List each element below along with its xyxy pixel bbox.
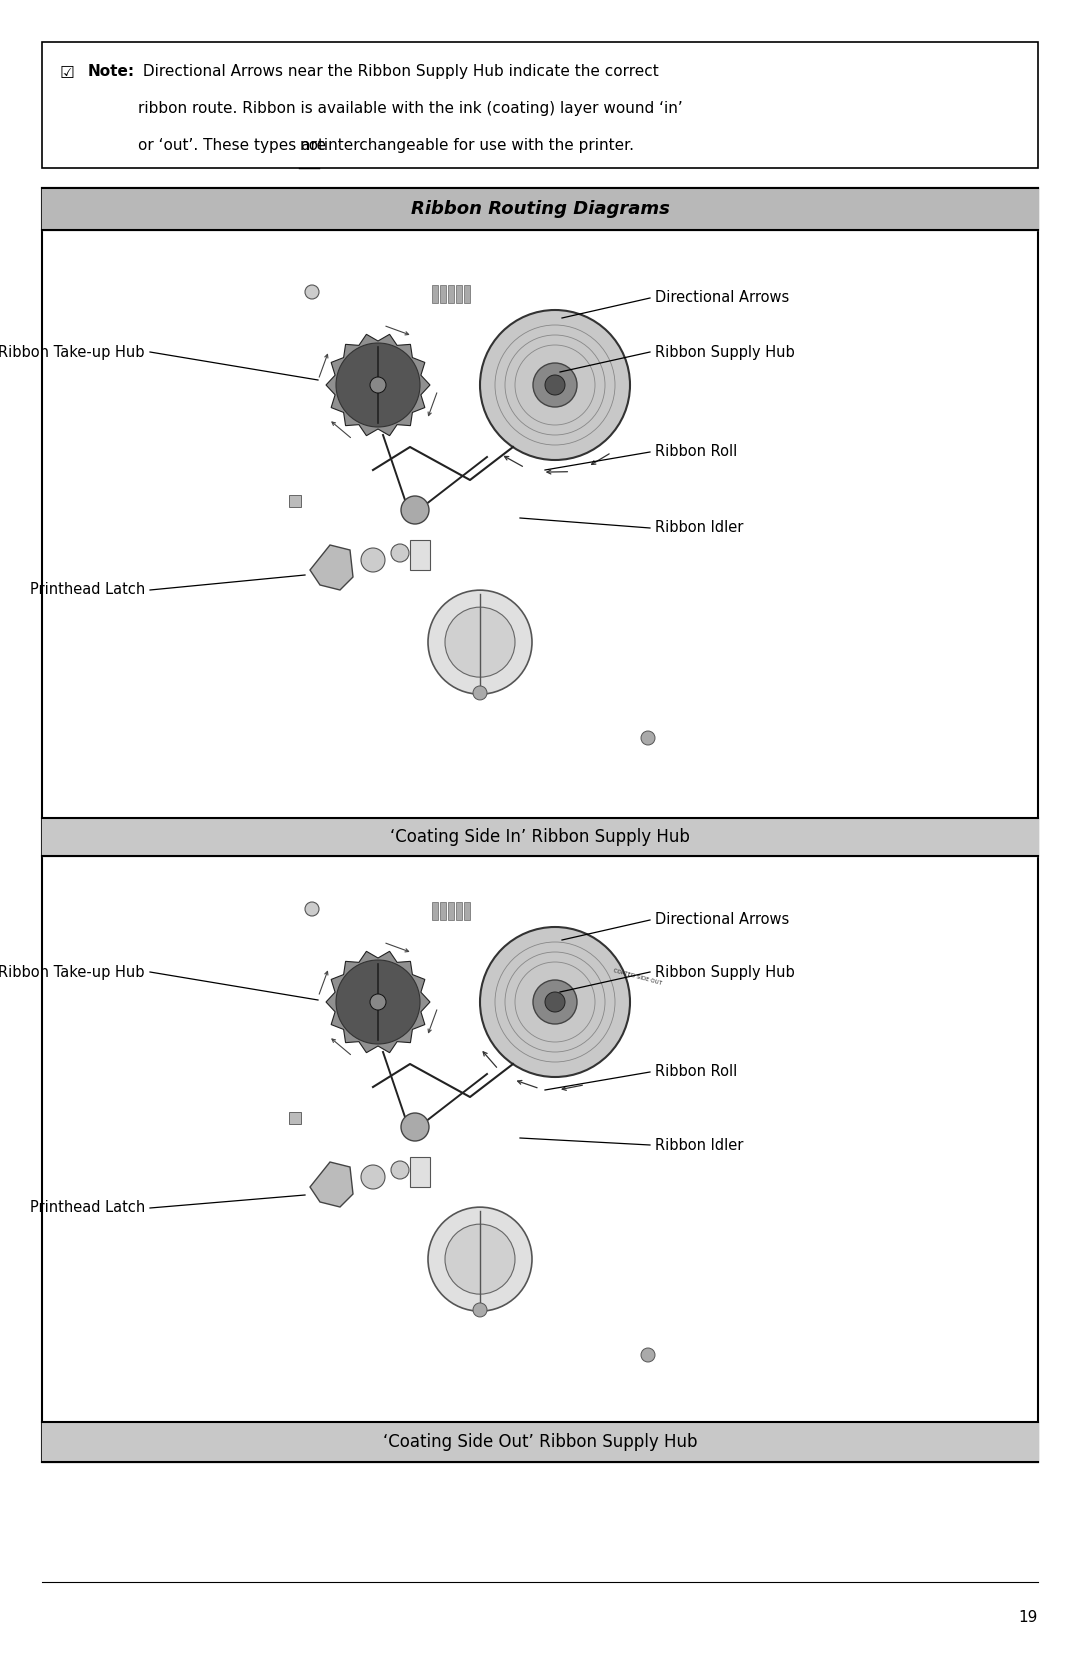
Bar [285, 714, 675, 739]
Bar [42, 42, 1038, 169]
Circle shape [336, 960, 420, 1045]
Text: Note:: Note: [87, 63, 135, 78]
Text: ribbon route. Ribbon is available with the ink (coating) layer wound ‘in’: ribbon route. Ribbon is available with t… [138, 102, 683, 117]
Bar [289, 496, 301, 507]
FancyBboxPatch shape [282, 272, 678, 738]
Bar [285, 1087, 313, 1342]
Text: Printhead Latch: Printhead Latch [30, 582, 145, 598]
Circle shape [428, 1207, 532, 1312]
Circle shape [401, 1113, 429, 1142]
Text: Ribbon Idler: Ribbon Idler [654, 1138, 743, 1153]
Bar [289, 1112, 301, 1123]
Bar [410, 541, 430, 571]
Circle shape [361, 547, 384, 572]
Bar [42, 1422, 1038, 1462]
Bar [432, 285, 438, 304]
Circle shape [445, 608, 515, 678]
Circle shape [391, 544, 409, 562]
Circle shape [642, 1349, 654, 1362]
Text: interchangeable for use with the printer.: interchangeable for use with the printer… [319, 139, 634, 154]
Circle shape [305, 285, 319, 299]
Polygon shape [326, 951, 430, 1053]
Circle shape [480, 310, 630, 461]
Circle shape [545, 991, 565, 1011]
Text: Directional Arrows near the Ribbon Supply Hub indicate the correct: Directional Arrows near the Ribbon Suppl… [138, 63, 659, 78]
Circle shape [480, 926, 630, 1077]
Text: Ribbon Take-up Hub: Ribbon Take-up Hub [0, 965, 145, 980]
Bar [448, 901, 454, 920]
Text: Ribbon Supply Hub: Ribbon Supply Hub [654, 965, 795, 980]
Circle shape [401, 496, 429, 524]
Text: ☑: ☑ [60, 63, 75, 82]
Bar [456, 285, 462, 304]
Bar [285, 1332, 675, 1357]
Circle shape [370, 995, 386, 1010]
Circle shape [428, 591, 532, 694]
Text: Ribbon Supply Hub: Ribbon Supply Hub [654, 344, 795, 359]
Text: Ribbon Take-up Hub: Ribbon Take-up Hub [0, 344, 145, 359]
Circle shape [305, 901, 319, 916]
Circle shape [473, 1303, 487, 1317]
Text: 19: 19 [1018, 1611, 1038, 1626]
Bar [464, 901, 470, 920]
Text: ‘Coating Side In’ Ribbon Supply Hub: ‘Coating Side In’ Ribbon Supply Hub [390, 828, 690, 846]
Text: Ribbon Routing Diagrams: Ribbon Routing Diagrams [410, 200, 670, 219]
Text: COATED SIDE OUT: COATED SIDE OUT [612, 968, 662, 986]
Circle shape [361, 1165, 384, 1188]
Bar [410, 1157, 430, 1187]
Text: Ribbon Roll: Ribbon Roll [654, 1065, 738, 1080]
Text: Directional Arrows: Directional Arrows [654, 913, 789, 928]
Polygon shape [310, 546, 353, 591]
Bar [432, 901, 438, 920]
Bar [42, 818, 1038, 856]
FancyBboxPatch shape [292, 274, 669, 446]
Circle shape [370, 377, 386, 392]
Text: not: not [299, 139, 324, 154]
Text: Printhead Latch: Printhead Latch [30, 1200, 145, 1215]
Circle shape [534, 980, 577, 1025]
Circle shape [391, 1162, 409, 1178]
Text: Ribbon Idler: Ribbon Idler [654, 521, 743, 536]
Circle shape [642, 731, 654, 744]
Text: Ribbon Roll: Ribbon Roll [654, 444, 738, 459]
FancyBboxPatch shape [282, 890, 678, 1355]
Bar [42, 189, 1038, 1462]
Bar [464, 285, 470, 304]
Circle shape [445, 1223, 515, 1293]
Circle shape [545, 376, 565, 396]
Text: Directional Arrows: Directional Arrows [654, 290, 789, 305]
Bar [285, 471, 313, 724]
Bar [440, 285, 446, 304]
Bar [42, 189, 1038, 230]
FancyBboxPatch shape [292, 891, 669, 1063]
Text: or ‘out’. These types are: or ‘out’. These types are [138, 139, 330, 154]
Polygon shape [326, 334, 430, 436]
FancyBboxPatch shape [303, 1195, 657, 1335]
Bar [440, 901, 446, 920]
Bar [456, 901, 462, 920]
Bar [448, 285, 454, 304]
Polygon shape [310, 1162, 353, 1207]
FancyBboxPatch shape [303, 577, 657, 719]
Circle shape [534, 362, 577, 407]
Circle shape [336, 344, 420, 427]
Text: ‘Coating Side Out’ Ribbon Supply Hub: ‘Coating Side Out’ Ribbon Supply Hub [382, 1434, 698, 1450]
Circle shape [473, 686, 487, 699]
